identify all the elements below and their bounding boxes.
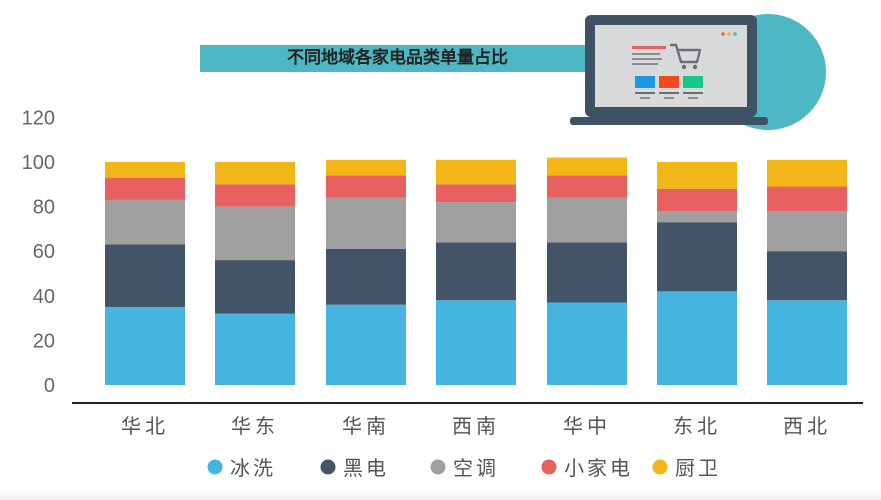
bar-segment [326,197,406,249]
screen-line [664,97,674,99]
bar-segment [326,248,406,305]
screen-line [632,46,666,49]
laptop-shopping-cart-icon [570,14,826,130]
bar-segment [105,199,185,245]
bar-segment [436,242,516,301]
y-tick-label: 80 [33,197,55,219]
bar-segment [326,159,406,176]
bar-segment [767,300,847,385]
screen-line [632,63,658,65]
bar-segment [767,186,847,212]
bar-segment [547,175,627,198]
legend-label: 小家电 [564,456,633,480]
bar-segment [215,184,295,207]
y-tick-label: 60 [33,241,55,263]
bar-segment [215,313,295,385]
legend-swatch [541,459,557,475]
bar-segment [215,206,295,261]
legend-label: 厨卫 [675,456,721,480]
laptop-screen [595,25,747,107]
screen-tile-red [659,76,679,88]
legend-swatch [652,459,668,475]
bar-segment [767,251,847,301]
x-tick-label: 华北 [121,414,169,438]
x-axis-labels: 华北 华东 华南 西南 华中 东北 西北 [121,414,831,438]
screen-dot-red [721,32,725,36]
bottom-shadow [0,490,881,500]
bar-segment [657,291,737,385]
bar-segment [547,157,627,176]
screen-dot-blue [733,32,737,36]
bar-segment [105,244,185,307]
bar-segment [215,162,295,185]
x-tick-label: 西南 [452,414,500,438]
screen-line [635,92,655,94]
y-tick-label: 0 [44,375,55,397]
y-tick-label: 100 [22,152,55,174]
bar-segment [436,202,516,243]
bar-segment [215,260,295,314]
stacked-bars [105,157,847,385]
bar-segment [547,302,627,385]
bar-segment [657,211,737,223]
screen-line [683,92,703,94]
x-tick-label: 东北 [673,414,721,438]
legend-swatch [430,459,446,475]
bar-segment [767,211,847,252]
bar-segment [105,177,185,200]
bar-segment [547,197,627,243]
shopping-cart-icon [669,43,702,70]
bar-segment [105,306,185,385]
screen-tile-green [683,76,703,88]
screen-line [632,58,662,60]
legend-swatch [320,459,336,475]
screen-line [688,97,698,99]
title-band [200,45,595,72]
bar-segment [326,304,406,385]
bar-segment [657,162,737,189]
bar-segment [436,184,516,203]
bar-segment [547,242,627,303]
legend-label: 冰洗 [230,456,276,480]
screen-tile-blue [635,76,655,88]
bar-segment [767,159,847,187]
screen-line [632,53,660,55]
legend: 冰洗 黑电 空调 小家电 厨卫 [207,456,721,480]
chart-title: 不同地域各家电品类单量占比 [287,48,508,68]
x-tick-label: 西北 [783,414,831,438]
screen-dot-yellow [727,32,731,36]
y-tick-label: 20 [33,330,55,352]
bar-segment [657,222,737,292]
bar-segment [436,159,516,185]
x-tick-label: 华东 [231,414,279,438]
legend-label: 空调 [453,456,499,480]
y-tick-label: 120 [22,107,55,129]
y-tick-label: 40 [33,286,55,308]
screen-line [659,92,679,94]
legend-label: 黑电 [343,456,389,480]
y-axis-ticks: 0 20 40 60 80 100 120 [22,107,55,397]
bar-segment [657,188,737,212]
x-tick-label: 华南 [342,414,390,438]
legend-swatch [207,459,223,475]
bar-segment [326,175,406,198]
screen-line [640,97,650,99]
x-tick-label: 华中 [563,414,611,438]
bar-segment [105,162,185,178]
bar-segment [436,300,516,385]
laptop-base [570,117,768,125]
